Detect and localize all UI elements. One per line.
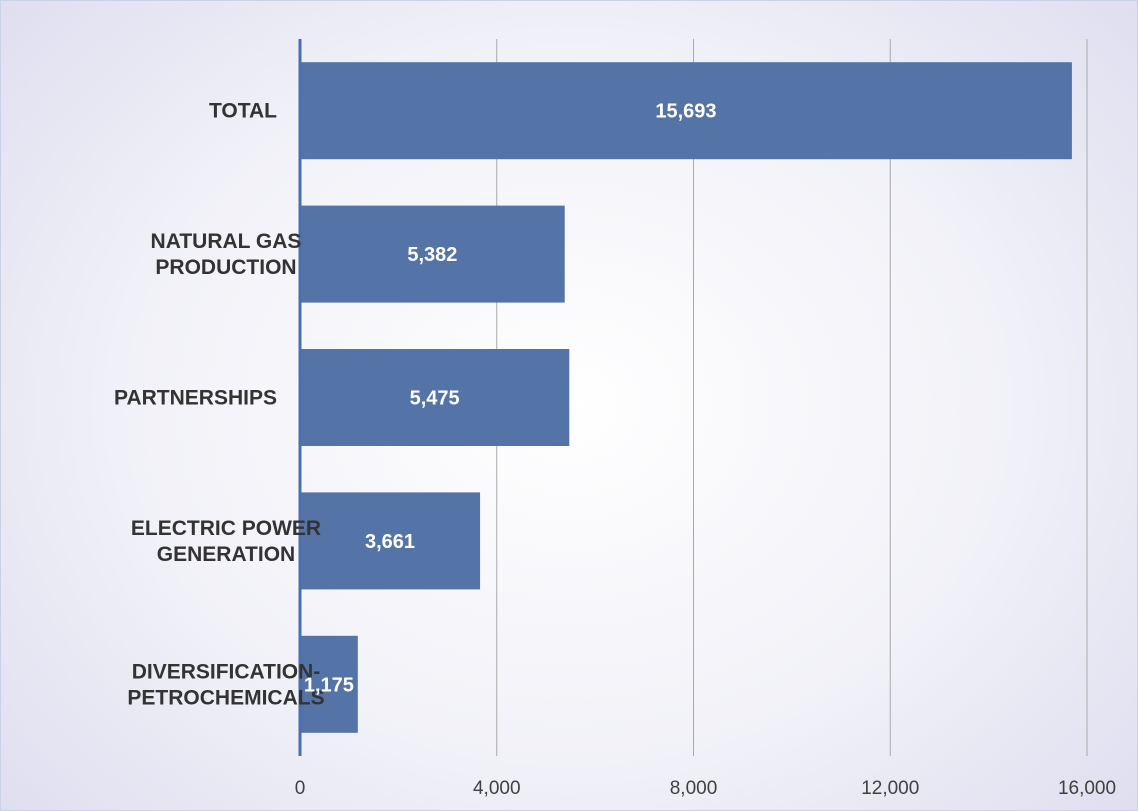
category-label: DIVERSIFICATION- <box>132 660 321 683</box>
category-label: PETROCHEMICALS <box>127 686 324 709</box>
x-tick-label: 4,000 <box>473 778 521 799</box>
x-tick-label: 8,000 <box>670 778 718 799</box>
x-tick-label: 16,000 <box>1058 778 1116 799</box>
bars <box>300 62 1072 733</box>
data-label: 15,693 <box>655 101 716 123</box>
category-label: TOTAL <box>209 100 277 123</box>
data-label: 3,661 <box>365 531 415 553</box>
data-label: 1,175 <box>304 674 354 696</box>
x-tick-label: 12,000 <box>861 778 919 799</box>
data-label: 5,475 <box>410 388 460 410</box>
category-label: PARTNERSHIPS <box>114 387 277 410</box>
x-tick-labels: 0 4,000 8,000 12,000 16,000 <box>295 778 1116 799</box>
bar <box>300 62 1072 160</box>
bar <box>300 635 358 733</box>
category-labels: TOTAL NATURAL GAS PRODUCTION PARTNERSHIPS EL… <box>114 100 325 710</box>
bar <box>300 492 481 590</box>
x-tick-label: 0 <box>295 778 306 799</box>
category-label: GENERATION <box>157 543 295 566</box>
category-label: PRODUCTION <box>155 256 296 279</box>
data-labels: 15,693 5,382 5,475 3,661 1,175 <box>304 101 717 697</box>
category-label: NATURAL GAS <box>151 230 302 253</box>
data-label: 5,382 <box>407 244 457 266</box>
category-label: ELECTRIC POWER <box>131 517 321 540</box>
bar <box>300 205 565 303</box>
bar <box>300 349 570 446</box>
